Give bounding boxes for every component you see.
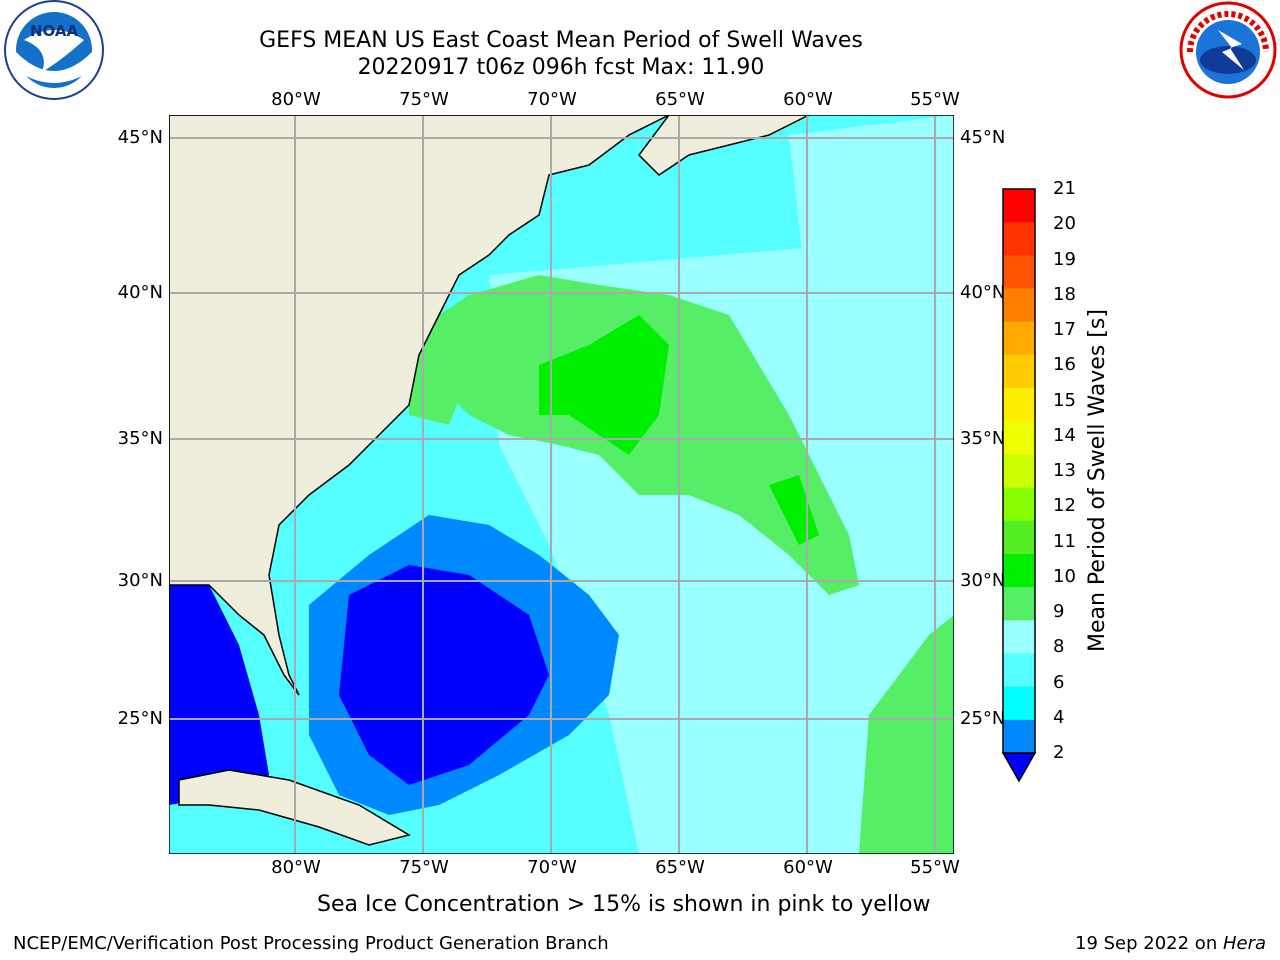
colorbar-tick-label: 8 xyxy=(1053,636,1065,658)
colorbar-title: Mean Period of Swell Waves [s] xyxy=(1085,309,1110,652)
sea-ice-note: Sea Ice Concentration > 15% is shown in … xyxy=(317,892,931,917)
lat-label-right: 40°N xyxy=(960,282,1006,303)
lat-label-left: 40°N xyxy=(117,282,163,303)
chart-subtitle: 20220917 t06z 096h fcst Max: 11.90 xyxy=(357,55,765,80)
colorbar-cell xyxy=(1003,719,1035,754)
colorbar-tick-label: 19 xyxy=(1053,248,1076,270)
lat-label-right: 45°N xyxy=(960,127,1006,148)
colorbar-tick-label: 4 xyxy=(1053,706,1065,728)
colorbar-cell xyxy=(1003,189,1035,223)
colorbar-tick-label: 10 xyxy=(1053,565,1076,587)
colorbar-tick-label: 16 xyxy=(1053,354,1076,376)
colorbar-tick-label: 9 xyxy=(1053,601,1065,622)
lon-label-bottom: 55°W xyxy=(910,857,960,878)
colorbar-tick-label: 20 xyxy=(1053,213,1076,235)
lon-label-top: 75°W xyxy=(399,89,449,110)
lat-label-left: 30°N xyxy=(117,570,163,591)
lat-label-right: 30°N xyxy=(960,570,1006,591)
colorbar-cell xyxy=(1003,255,1035,290)
colorbar-cell xyxy=(1003,487,1035,522)
colorbar-cell xyxy=(1003,388,1035,422)
colorbar-cell xyxy=(1003,653,1035,688)
lat-label-right: 25°N xyxy=(960,708,1006,729)
colorbar-cell xyxy=(1003,354,1035,389)
footer-host: Hera xyxy=(1222,933,1266,954)
colorbar-tick-label: 6 xyxy=(1053,671,1065,693)
lon-label-bottom: 75°W xyxy=(399,857,449,878)
colorbar-tick-label: 2 xyxy=(1053,742,1065,763)
lat-label-right: 35°N xyxy=(960,428,1006,449)
footer-right: 19 Sep 2022 on Hera xyxy=(1075,933,1266,954)
colorbar-tick-label: 17 xyxy=(1053,319,1076,340)
colorbar-cell xyxy=(1003,421,1035,455)
footer-left: NCEP/EMC/Verification Post Processing Pr… xyxy=(13,933,609,954)
colorbar-tick-label: 11 xyxy=(1053,530,1076,552)
colorbar xyxy=(1001,188,1037,783)
lon-label-top: 80°W xyxy=(271,89,321,110)
colorbar-tick-label: 15 xyxy=(1053,389,1076,411)
colorbar-cell xyxy=(1003,587,1035,621)
colorbar-cell xyxy=(1003,520,1035,555)
lon-label-top: 65°W xyxy=(655,89,705,110)
svg-text:NOAA: NOAA xyxy=(30,22,79,40)
colorbar-cell xyxy=(1003,454,1035,489)
colorbar-tick-label: 14 xyxy=(1053,424,1076,446)
lon-label-top: 60°W xyxy=(783,89,833,110)
footer-date: 19 Sep 2022 on xyxy=(1075,933,1223,954)
lat-label-left: 25°N xyxy=(117,708,163,729)
nws-logo-icon xyxy=(1179,1,1277,99)
colorbar-tick-label: 18 xyxy=(1053,283,1076,305)
colorbar-cell xyxy=(1003,553,1035,588)
colorbar-under-arrow xyxy=(1001,752,1037,783)
colorbar-tick-label: 21 xyxy=(1053,178,1076,199)
colorbar-tick-label: 13 xyxy=(1053,460,1076,481)
noaa-logo-icon: NOAA xyxy=(4,0,104,100)
lon-label-bottom: 60°W xyxy=(783,857,833,878)
swell-period-map xyxy=(169,115,954,854)
colorbar-cell xyxy=(1003,686,1035,721)
lon-label-top: 55°W xyxy=(910,89,960,110)
colorbar-cell xyxy=(1003,222,1035,256)
colorbar-tick-label: 12 xyxy=(1053,495,1076,517)
lon-label-top: 70°W xyxy=(527,89,577,110)
chart-title: GEFS MEAN US East Coast Mean Period of S… xyxy=(259,28,863,53)
lon-label-bottom: 70°W xyxy=(527,857,577,878)
lon-label-bottom: 65°W xyxy=(655,857,705,878)
colorbar-cell xyxy=(1003,321,1035,356)
colorbar-cell xyxy=(1003,288,1035,323)
lat-label-left: 35°N xyxy=(117,428,163,449)
lon-label-bottom: 80°W xyxy=(271,857,321,878)
colorbar-cell xyxy=(1003,620,1035,654)
lat-label-left: 45°N xyxy=(117,127,163,148)
